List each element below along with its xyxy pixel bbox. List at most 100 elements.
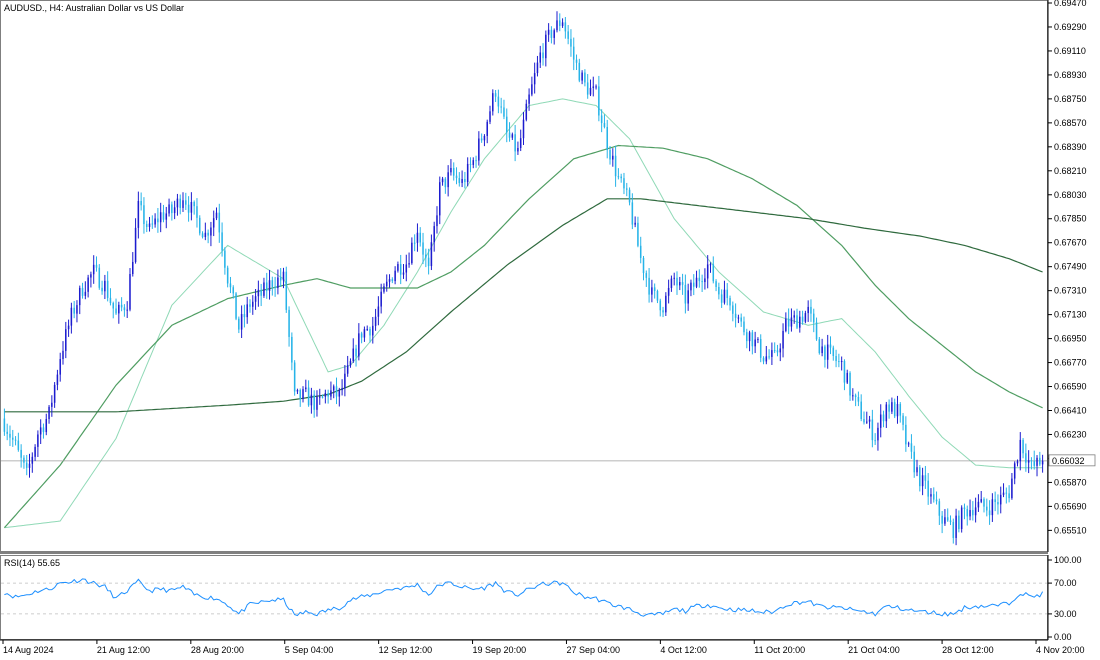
candle-body — [519, 138, 522, 148]
candle-body — [28, 463, 31, 468]
candle-body — [687, 290, 689, 304]
candle-body — [606, 126, 608, 151]
candle-body — [938, 501, 941, 516]
candle-body — [221, 232, 223, 251]
candle-body — [321, 396, 324, 398]
candle-body — [187, 204, 190, 213]
candle-body — [246, 304, 248, 318]
candle-body — [126, 309, 128, 311]
candle-body — [132, 261, 134, 275]
candle-body — [441, 178, 444, 183]
rsi-axis: 100.00 70.00 30.00 0.00 — [1047, 555, 1082, 642]
time-tick-label: 5 Sep 04:00 — [285, 645, 334, 655]
price-tick-label: 0.67130 — [1054, 310, 1087, 320]
candle-body — [140, 200, 142, 206]
candle-body — [254, 296, 257, 302]
candle-body — [651, 287, 653, 295]
candle-body — [988, 510, 991, 516]
candle-body — [921, 475, 924, 487]
candle-body — [391, 279, 394, 282]
candle-body — [282, 271, 285, 281]
candle-body — [109, 297, 112, 303]
candle-body — [885, 404, 888, 422]
price-tick-label: 0.68030 — [1054, 190, 1087, 200]
candle-body — [3, 418, 6, 432]
candle-body — [279, 277, 282, 281]
candle-body — [960, 507, 963, 530]
candle-body — [101, 287, 103, 292]
candle-body — [397, 264, 399, 271]
candle-body — [285, 271, 288, 310]
candle-body — [503, 107, 505, 117]
candle-body — [776, 350, 779, 353]
candle-body — [905, 424, 907, 445]
price-axis: 0.69470 0.69290 0.69110 0.68930 0.68750 0.685… — [1047, 0, 1087, 552]
candle-body — [550, 29, 553, 38]
candle-body — [455, 175, 458, 179]
candle-body — [104, 280, 106, 292]
candle-body — [87, 277, 89, 292]
candle-body — [536, 62, 539, 74]
candle-body — [620, 176, 622, 179]
candle-body — [497, 96, 500, 107]
candle-body — [712, 264, 715, 282]
candle-body — [821, 346, 823, 354]
candle-body — [76, 305, 78, 314]
time-tick-label: 11 Oct 20:00 — [754, 645, 805, 655]
candle-body — [729, 298, 731, 306]
candle-body — [226, 267, 229, 284]
candle-body — [176, 198, 179, 208]
candle-body — [480, 138, 483, 141]
candle-body — [78, 287, 81, 306]
candle-body — [539, 52, 542, 63]
candle-body — [1022, 439, 1024, 454]
candle-body — [48, 406, 50, 419]
price-tick-label: 0.67850 — [1054, 214, 1087, 224]
rsi-line — [4, 578, 1044, 617]
time-tick-label: 21 Oct 04:00 — [848, 645, 900, 655]
candle-body — [665, 295, 667, 313]
candle-body — [349, 361, 352, 366]
candle-body — [330, 390, 332, 397]
price-tick-label: 0.68750 — [1054, 94, 1087, 104]
candle-body — [383, 286, 385, 292]
candle-body — [313, 394, 315, 410]
time-axis: 14 Aug 2024 21 Aug 12:00 28 Aug 20:00 5 Sep… — [0, 639, 1085, 655]
candle-body — [581, 72, 583, 81]
candle-body — [656, 290, 659, 301]
candle-body — [486, 121, 488, 136]
candle-body — [310, 394, 313, 406]
candle-body — [411, 242, 413, 264]
candle-body — [999, 494, 1002, 505]
candle-body — [20, 449, 22, 458]
candle-body — [642, 257, 645, 274]
candle-body — [1025, 453, 1027, 463]
candle-body — [17, 440, 20, 450]
candle-body — [338, 390, 341, 397]
candle-body — [6, 431, 8, 434]
candle-body — [734, 313, 737, 318]
candle-body — [92, 264, 95, 275]
candle-body — [972, 510, 974, 516]
candle-body — [452, 167, 455, 176]
candle-body — [701, 281, 703, 283]
candle-body — [648, 277, 650, 295]
candle-body — [374, 316, 377, 326]
candle-body — [207, 232, 209, 236]
candle-body — [1005, 492, 1008, 494]
candle-body — [461, 178, 463, 183]
candle-body — [559, 20, 561, 26]
candle-body — [863, 418, 865, 423]
candle-body — [706, 264, 709, 279]
candle-body — [450, 167, 452, 173]
time-tick-label: 19 Sep 20:00 — [473, 645, 527, 655]
price-tick-label: 0.67670 — [1054, 238, 1087, 248]
candle-body — [888, 404, 890, 412]
candle-body — [715, 281, 717, 287]
time-tick-label: 4 Nov 20:00 — [1036, 645, 1085, 655]
candle-body — [631, 202, 634, 225]
candle-body — [670, 278, 673, 288]
main-pane-border — [0, 0, 1048, 552]
